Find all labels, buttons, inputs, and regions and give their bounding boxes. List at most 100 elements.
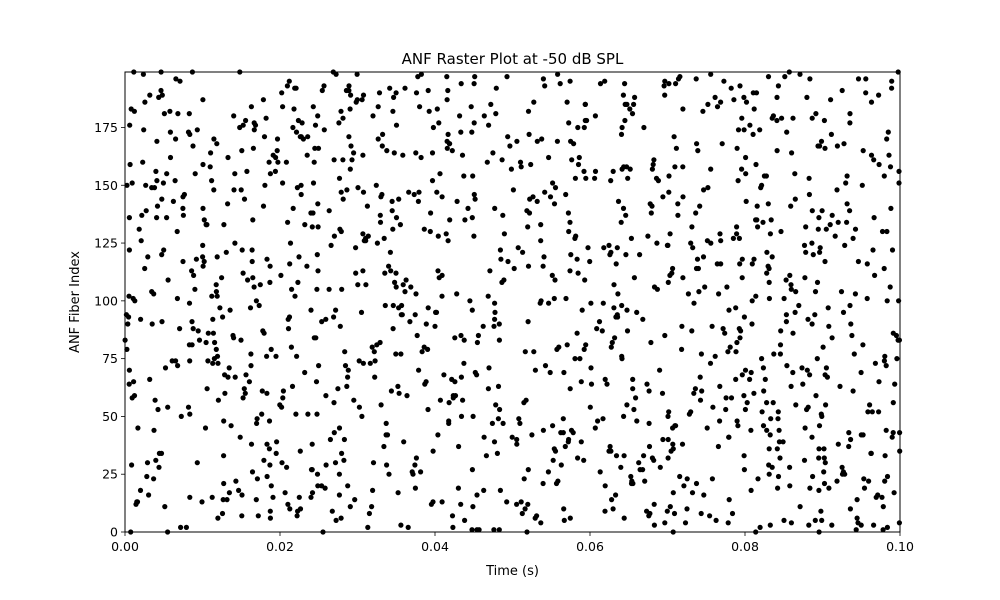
spike-point [429, 178, 436, 184]
spike-point [215, 397, 221, 403]
spike-point [285, 326, 292, 332]
spike-point [274, 439, 280, 445]
spike-point [810, 252, 816, 258]
spike-point [538, 298, 544, 304]
spike-point [248, 441, 255, 447]
spike-point [839, 87, 845, 94]
spike-point [776, 427, 782, 433]
spike-point [684, 476, 690, 482]
spike-point [777, 342, 784, 348]
spike-point [844, 219, 850, 225]
spike-point [742, 406, 749, 413]
spike-point [178, 413, 184, 419]
spike-point [868, 450, 874, 456]
spike-point [400, 152, 406, 158]
spike-point [853, 527, 859, 533]
spike-point [509, 434, 515, 440]
spike-point [500, 212, 506, 218]
spike-point [879, 228, 886, 235]
spike-point [592, 113, 599, 119]
spike-point [889, 78, 895, 84]
spike-point [701, 492, 707, 498]
spike-point [728, 395, 735, 401]
spike-point [338, 189, 344, 195]
spike-point [734, 339, 740, 346]
spike-point [673, 145, 680, 151]
spike-point [744, 400, 750, 406]
spike-point [860, 342, 866, 348]
spike-point [481, 434, 487, 440]
spike-point [816, 455, 822, 461]
spike-point [312, 122, 319, 128]
spike-point [876, 409, 882, 415]
spike-point [200, 242, 206, 248]
spike-point [253, 497, 259, 503]
spike-point [412, 462, 418, 468]
spike-point [657, 464, 663, 470]
spike-point [694, 141, 700, 147]
spike-point [260, 328, 266, 334]
spike-point [660, 436, 666, 443]
spike-point [881, 358, 888, 364]
spike-point [346, 134, 352, 140]
spike-point [209, 178, 215, 184]
spike-point [774, 94, 780, 100]
spike-point [642, 478, 648, 484]
spike-point [731, 97, 737, 103]
spike-point [779, 115, 785, 121]
spike-point [741, 453, 747, 459]
spike-point [435, 432, 441, 438]
spike-point [743, 198, 749, 204]
spike-point [492, 309, 498, 315]
spike-point [567, 386, 573, 392]
spike-point [704, 238, 711, 244]
spike-point [454, 198, 460, 204]
spike-point [496, 321, 502, 327]
spike-point [750, 131, 756, 137]
spike-point [828, 97, 834, 103]
spike-point [458, 332, 464, 339]
spike-point [538, 520, 544, 526]
spike-point [483, 453, 489, 459]
spike-markers [122, 69, 903, 535]
spike-point [665, 242, 671, 248]
spike-point [154, 138, 160, 144]
spike-point [130, 295, 136, 302]
spike-point [222, 390, 228, 396]
spike-point [159, 196, 165, 202]
spike-point [609, 339, 615, 346]
spike-point [256, 302, 262, 309]
spike-point [391, 94, 397, 100]
spike-point [748, 369, 754, 376]
spike-point [764, 270, 770, 276]
spike-point [381, 443, 387, 450]
spike-point [261, 134, 268, 140]
spike-point [240, 122, 246, 128]
spike-point [822, 258, 828, 265]
spike-point [526, 131, 532, 137]
spike-point [323, 316, 329, 322]
spike-point [186, 300, 193, 306]
spike-point [847, 111, 853, 117]
spike-point [333, 517, 339, 524]
spike-point [649, 455, 656, 461]
spike-point [240, 270, 246, 276]
spike-point [619, 302, 625, 309]
spike-point [177, 326, 183, 332]
spike-point [736, 235, 743, 241]
spike-point [767, 432, 773, 438]
spike-point [444, 138, 450, 144]
spike-point [449, 513, 456, 519]
spike-point [213, 346, 219, 352]
spike-point [446, 400, 452, 406]
spike-point [498, 256, 504, 262]
spike-point [147, 376, 153, 382]
spike-point [849, 332, 855, 339]
spike-point [331, 233, 337, 239]
spike-point [238, 337, 244, 343]
spike-point [460, 397, 466, 403]
spike-point [236, 487, 242, 493]
spike-point [547, 369, 553, 376]
spike-point [519, 510, 525, 517]
x-axis-label: Time (s) [485, 564, 539, 579]
